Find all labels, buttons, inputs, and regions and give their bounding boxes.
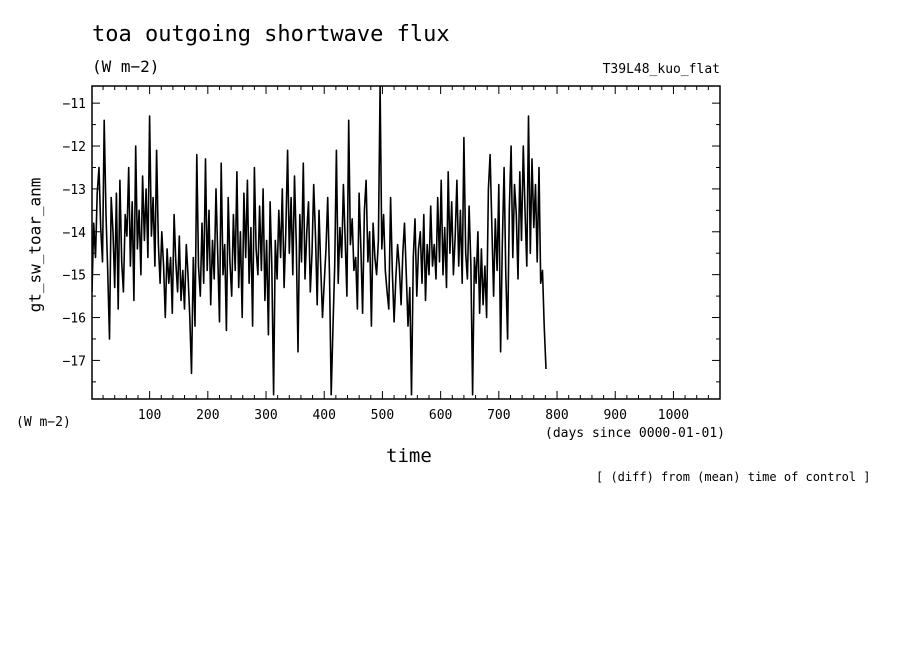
x-tick-label: 200 xyxy=(196,408,219,423)
series-line xyxy=(92,86,547,396)
plot-frame xyxy=(91,85,721,400)
experiment-label: T39L48_kuo_flat xyxy=(602,62,720,77)
x-tick-label: 500 xyxy=(371,408,394,423)
x-tick-label: 800 xyxy=(545,408,568,423)
x-axis-unit: (days since 0000-01-01) xyxy=(545,426,726,441)
footnote: [ (diff) from (mean) time of control ] xyxy=(596,470,871,484)
y-tick-label: −14 xyxy=(63,226,87,241)
y-tick-label: −15 xyxy=(63,269,86,284)
axis-ticks: 100 200 300 400 500 600 700 800 900 1000 −11 −12 −13… xyxy=(63,86,721,423)
x-tick-label: 300 xyxy=(254,408,277,423)
y-tick-label: −16 xyxy=(63,312,86,327)
x-tick-label: 600 xyxy=(429,408,452,423)
y-axis-unit: (W m−2) xyxy=(16,415,71,430)
chart-title: toa outgoing shortwave flux xyxy=(92,22,450,47)
x-tick-label: 700 xyxy=(487,408,510,423)
x-tick-label: 1000 xyxy=(658,408,689,423)
x-axis-label: time xyxy=(386,445,432,467)
x-tick-label: 900 xyxy=(603,408,626,423)
x-tick-label: 400 xyxy=(312,408,335,423)
y-tick-label: −11 xyxy=(63,97,86,112)
y-tick-label: −17 xyxy=(63,354,86,369)
plot-content xyxy=(92,86,547,396)
x-tick-label: 100 xyxy=(138,408,161,423)
y-tick-label: −12 xyxy=(63,140,86,155)
y-tick-label: −13 xyxy=(63,183,86,198)
title-unit: (W m−2) xyxy=(92,57,160,76)
